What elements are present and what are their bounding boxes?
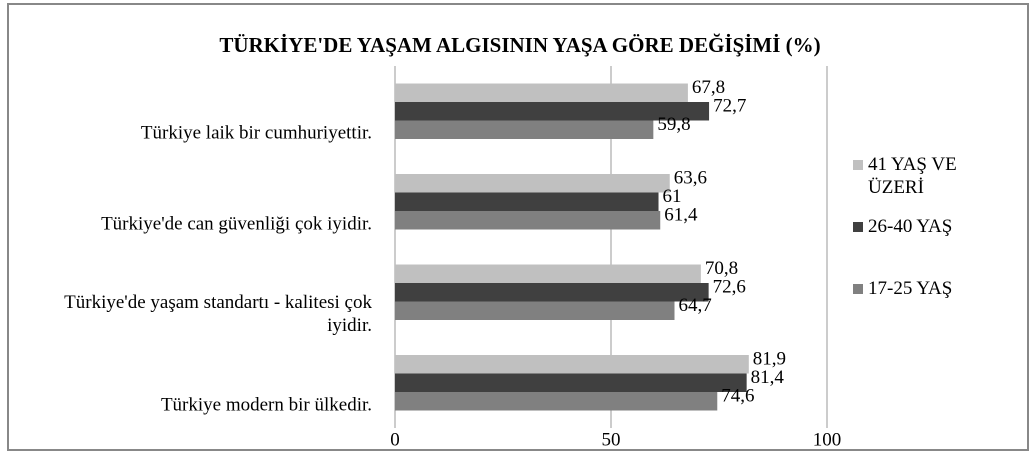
bar [395,120,654,139]
category-label: Türkiye modern bir ülkedir. [160,394,372,416]
chart-frame [7,3,1029,451]
x-tick-label: 100 [813,429,842,450]
value-label: 81,9 [753,349,786,370]
category-label: Türkiye laik bir cumhuriyettir. [140,122,372,144]
category-label: Türkiye'de yaşam standartı - kalitesi ço… [64,292,372,337]
value-label: 64,7 [679,295,712,316]
value-label: 67,8 [692,77,725,98]
legend-label: 26-40 YAŞ [868,216,953,237]
bar [395,264,701,283]
bar [395,174,670,193]
legend-swatch [853,160,863,170]
bar [395,373,747,392]
value-label: 72,6 [713,277,746,298]
bar [395,211,661,230]
legend-label: 41 YAŞ VE ÜZERİ [868,154,957,198]
value-label: 61,4 [664,205,698,226]
x-tick-label: 0 [390,429,400,450]
bar [395,301,675,320]
x-tick-label: 50 [602,429,621,450]
bar [395,283,709,302]
value-label: 72,7 [713,96,746,117]
value-label: 59,8 [657,114,690,135]
legend-label: 17-25 YAŞ [868,278,953,299]
chart-title: TÜRKİYE'DE YAŞAM ALGISININ YAŞA GÖRE DEĞ… [219,33,820,57]
category-label: Türkiye'de can güvenliği çok iyidir. [101,213,372,235]
value-label: 70,8 [705,258,738,279]
legend-swatch [853,222,863,232]
bar [395,102,710,121]
bar [395,355,749,374]
value-label: 81,4 [751,367,785,388]
bar [395,192,659,211]
bar [395,83,688,102]
bar [395,392,718,411]
value-label: 74,6 [721,386,754,407]
value-label: 61 [663,186,682,207]
legend-swatch [853,284,863,294]
value-label: 63,6 [674,168,707,189]
